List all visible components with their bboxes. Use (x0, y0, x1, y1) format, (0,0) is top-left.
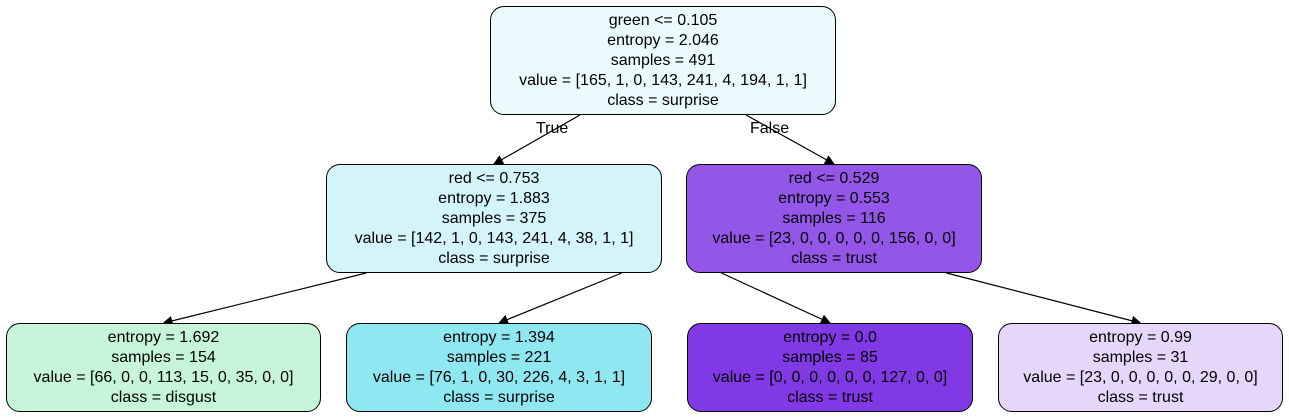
tree-edge (498, 272, 622, 325)
node-class: class = trust (791, 249, 877, 267)
edge-label-false: False (750, 120, 790, 137)
tree-edge (162, 272, 367, 326)
node-split-rule: red <= 0.753 (448, 169, 540, 187)
node-value: value = [0, 0, 0, 0, 0, 0, 127, 0, 0] (712, 368, 948, 386)
node-entropy: entropy = 1.883 (438, 189, 550, 207)
tree-edge (721, 272, 831, 324)
node-entropy: entropy = 0.0 (783, 328, 877, 346)
node-split-rule: red <= 0.529 (788, 169, 880, 187)
node-samples: samples = 116 (782, 209, 886, 227)
tree-node-left: red <= 0.753 entropy = 1.883 samples = 3… (326, 164, 662, 273)
tree-node-right: red <= 0.529 entropy = 0.553 samples = 1… (686, 164, 982, 273)
node-value: value = [142, 1, 0, 143, 241, 4, 38, 1, … (354, 229, 634, 247)
node-value: value = [66, 0, 0, 113, 15, 0, 35, 0, 0] (33, 368, 294, 386)
node-samples: samples = 154 (111, 348, 216, 366)
tree-leaf-trust-pure: entropy = 0.0 samples = 85 value = [0, 0… (687, 323, 973, 412)
tree-leaf-trust-mixed: entropy = 0.99 samples = 31 value = [23,… (998, 323, 1283, 412)
node-samples: samples = 31 (1092, 348, 1189, 366)
tree-edge (745, 114, 835, 165)
node-entropy: entropy = 1.692 (107, 328, 220, 346)
node-entropy: entropy = 2.046 (607, 31, 719, 49)
tree-edge (493, 114, 581, 165)
node-samples: samples = 491 (610, 51, 716, 69)
node-samples: samples = 85 (782, 348, 878, 366)
node-class: class = trust (1097, 388, 1184, 406)
node-class: class = surprise (607, 91, 719, 109)
edge-label-true: True (536, 120, 569, 137)
node-split-rule: green <= 0.105 (608, 11, 718, 29)
node-entropy: entropy = 0.553 (778, 189, 890, 207)
node-value: value = [23, 0, 0, 0, 0, 0, 156, 0, 0] (712, 229, 956, 247)
tree-leaf-disgust: entropy = 1.692 samples = 154 value = [6… (6, 323, 321, 412)
node-entropy: entropy = 0.99 (1089, 328, 1192, 346)
node-samples: samples = 375 (441, 209, 547, 227)
tree-leaf-surprise: entropy = 1.394 samples = 221 value = [7… (346, 323, 652, 412)
node-class: class = surprise (438, 249, 550, 267)
node-class: class = disgust (110, 388, 217, 406)
tree-node-root: green <= 0.105 entropy = 2.046 samples =… (490, 6, 836, 115)
node-value: value = [23, 0, 0, 0, 0, 0, 29, 0, 0] (1023, 368, 1258, 386)
node-entropy: entropy = 1.394 (443, 328, 555, 346)
node-value: value = [165, 1, 0, 143, 241, 4, 194, 1,… (519, 71, 807, 89)
node-class: class = trust (787, 388, 873, 406)
tree-edge (946, 272, 1142, 326)
node-class: class = surprise (443, 388, 555, 406)
node-value: value = [76, 1, 0, 30, 226, 4, 3, 1, 1] (372, 368, 626, 386)
node-samples: samples = 221 (446, 348, 552, 366)
